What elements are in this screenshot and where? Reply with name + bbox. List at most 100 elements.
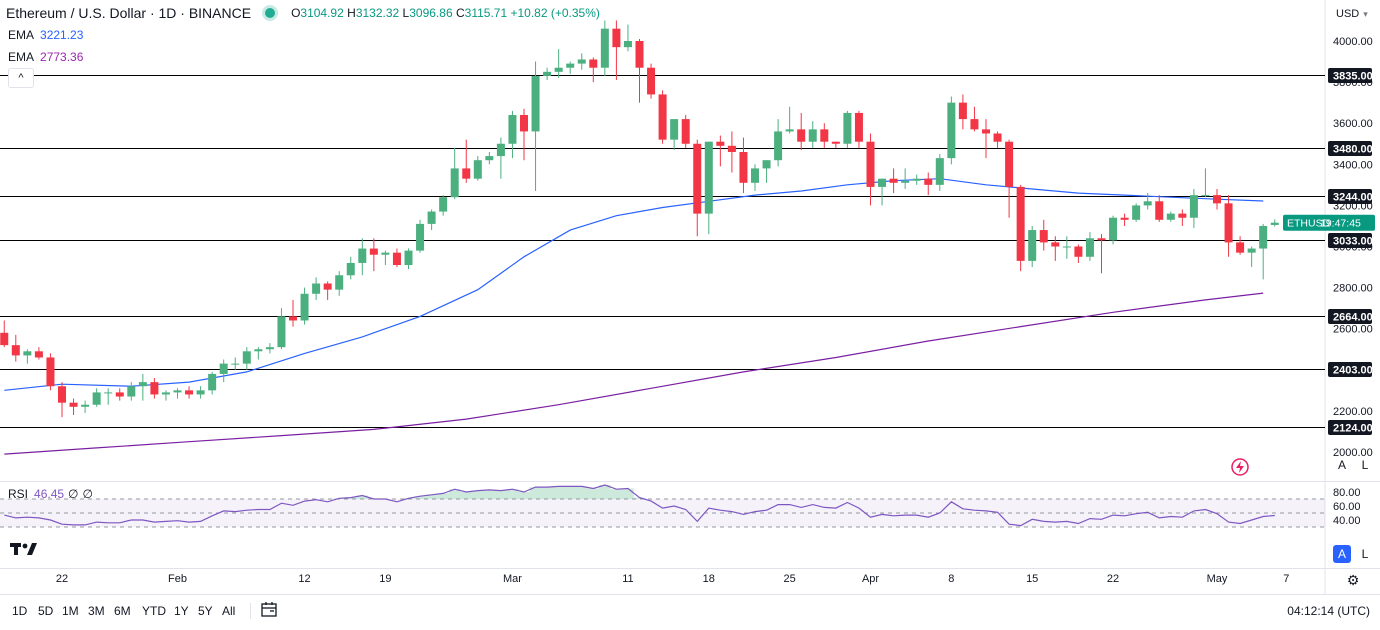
ema-slow-legend[interactable]: EMA 2773.36: [8, 50, 84, 64]
candle-body[interactable]: [1213, 195, 1221, 204]
candle-body[interactable]: [346, 262, 355, 276]
candle-body[interactable]: [1097, 238, 1106, 241]
lightning-icon[interactable]: [1230, 457, 1250, 477]
candle-body[interactable]: [1166, 213, 1175, 220]
candle-body[interactable]: [647, 67, 656, 95]
candle-body[interactable]: [1005, 141, 1014, 187]
candle-body[interactable]: [58, 386, 66, 403]
candle-body[interactable]: [300, 293, 309, 321]
candle-body[interactable]: [716, 141, 725, 146]
candle-body[interactable]: [623, 41, 632, 48]
candle-body[interactable]: [1109, 217, 1118, 241]
settings-gear-icon[interactable]: ⚙: [1346, 572, 1360, 588]
candle-body[interactable]: [670, 119, 679, 140]
timeframe-3m[interactable]: 3M: [88, 604, 105, 618]
timeframe-5d[interactable]: 5D: [38, 604, 54, 618]
candle-body[interactable]: [912, 178, 921, 181]
candle-body[interactable]: [531, 75, 540, 132]
candle-body[interactable]: [1270, 222, 1279, 225]
candle-body[interactable]: [150, 382, 159, 395]
timeframe-5y[interactable]: 5Y: [198, 604, 213, 618]
candle-body[interactable]: [797, 129, 806, 142]
timeframe-1m[interactable]: 1M: [62, 604, 79, 618]
candle-body[interactable]: [704, 141, 713, 214]
candle-body[interactable]: [485, 156, 494, 161]
candle-body[interactable]: [1247, 248, 1256, 253]
candle-body[interactable]: [265, 347, 274, 350]
candle-body[interactable]: [92, 392, 101, 405]
candle-body[interactable]: [854, 112, 863, 142]
candle-body[interactable]: [1028, 230, 1037, 261]
candle-body[interactable]: [289, 316, 297, 321]
ema-fast-legend[interactable]: EMA 3221.23: [8, 28, 84, 42]
candle-body[interactable]: [970, 119, 979, 130]
candle-body[interactable]: [566, 63, 575, 68]
candle-body[interactable]: [115, 392, 124, 397]
tradingview-logo-icon[interactable]: [10, 540, 40, 558]
candle-body[interactable]: [947, 102, 956, 159]
candle-body[interactable]: [958, 102, 967, 120]
candle-body[interactable]: [1224, 203, 1233, 243]
candle-body[interactable]: [242, 351, 251, 364]
candle-body[interactable]: [1085, 238, 1094, 257]
candle-body[interactable]: [600, 28, 609, 68]
candle-body[interactable]: [462, 168, 471, 179]
candle-body[interactable]: [520, 114, 528, 132]
candle-body[interactable]: [427, 211, 436, 224]
timeframe-6m[interactable]: 6M: [114, 604, 131, 618]
currency-button[interactable]: USD ▾: [1336, 8, 1368, 20]
candle-body[interactable]: [496, 143, 505, 157]
candle-body[interactable]: [161, 392, 170, 395]
candle-body[interactable]: [658, 94, 667, 140]
candle-body[interactable]: [416, 223, 425, 251]
candle-body[interactable]: [104, 392, 113, 394]
candle-body[interactable]: [820, 129, 829, 142]
candle-body[interactable]: [635, 41, 644, 68]
candle-body[interactable]: [1189, 195, 1198, 218]
candle-body[interactable]: [808, 129, 817, 142]
candle-body[interactable]: [1051, 242, 1060, 247]
candle-body[interactable]: [81, 404, 90, 407]
candle-body[interactable]: [554, 67, 563, 72]
candle-body[interactable]: [693, 143, 702, 214]
symbol-title[interactable]: Ethereum / U.S. Dollar · 1D · BINANCE: [6, 5, 252, 21]
candle-body[interactable]: [785, 129, 794, 132]
candle-body[interactable]: [901, 180, 910, 183]
candle-body[interactable]: [0, 332, 9, 346]
timeframe-all[interactable]: All: [222, 604, 236, 618]
timeframe-ytd[interactable]: YTD: [142, 604, 166, 618]
candle-body[interactable]: [277, 316, 286, 348]
candle-body[interactable]: [439, 197, 448, 212]
candle-body[interactable]: [219, 363, 228, 374]
candle-body[interactable]: [982, 129, 990, 134]
log-scale-button[interactable]: L: [1361, 458, 1369, 472]
utc-clock[interactable]: 04:12:14 (UTC): [1287, 604, 1370, 618]
candle-body[interactable]: [508, 114, 517, 144]
candle-body[interactable]: [450, 168, 459, 198]
candle-body[interactable]: [1074, 246, 1083, 257]
candle-body[interactable]: [11, 345, 20, 356]
candle-body[interactable]: [762, 160, 771, 169]
candle-body[interactable]: [323, 283, 332, 290]
candle-body[interactable]: [589, 59, 598, 68]
candle-body[interactable]: [196, 390, 205, 395]
candle-body[interactable]: [138, 382, 147, 387]
candle-body[interactable]: [739, 151, 748, 183]
candle-body[interactable]: [1201, 195, 1210, 197]
candle-body[interactable]: [335, 275, 344, 290]
candle-body[interactable]: [727, 145, 736, 152]
timeframe-1y[interactable]: 1Y: [174, 604, 189, 618]
candle-body[interactable]: [358, 248, 367, 263]
candle-body[interactable]: [1143, 201, 1152, 206]
candle-body[interactable]: [866, 141, 875, 187]
candle-body[interactable]: [254, 349, 263, 352]
candle-body[interactable]: [681, 119, 690, 144]
candle-body[interactable]: [69, 402, 78, 407]
candle-body[interactable]: [543, 71, 552, 76]
auto-scale-button[interactable]: A: [1337, 458, 1346, 472]
candle-body[interactable]: [889, 178, 898, 183]
candle-body[interactable]: [381, 252, 390, 255]
candle-body[interactable]: [46, 357, 55, 387]
rsi-log-scale-button[interactable]: L: [1361, 547, 1369, 561]
